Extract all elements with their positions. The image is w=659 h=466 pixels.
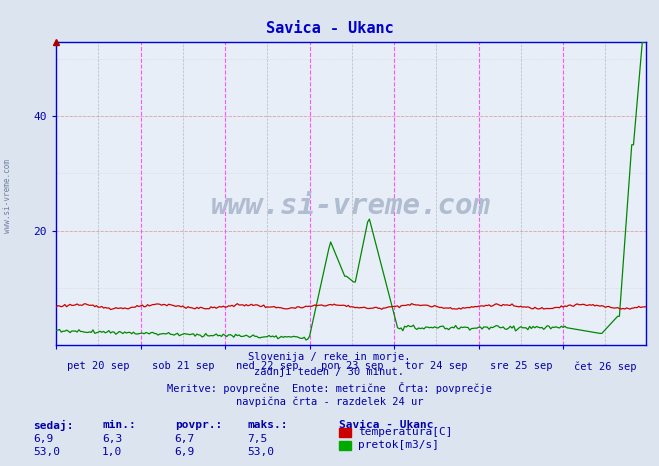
Text: maks.:: maks.:	[247, 420, 287, 430]
Text: sedaj:: sedaj:	[33, 420, 73, 432]
Text: 53,0: 53,0	[247, 447, 274, 457]
Text: 1,0: 1,0	[102, 447, 123, 457]
Text: 53,0: 53,0	[33, 447, 60, 457]
Text: navpična črta - razdelek 24 ur: navpična črta - razdelek 24 ur	[236, 397, 423, 407]
Text: min.:: min.:	[102, 420, 136, 430]
Text: www.si-vreme.com: www.si-vreme.com	[211, 192, 491, 219]
Text: sob 21 sep: sob 21 sep	[152, 362, 214, 371]
Text: čet 26 sep: čet 26 sep	[574, 362, 637, 372]
Text: 7,5: 7,5	[247, 434, 268, 444]
Text: 6,9: 6,9	[175, 447, 195, 457]
Text: 6,3: 6,3	[102, 434, 123, 444]
Text: povpr.:: povpr.:	[175, 420, 222, 430]
Text: pet 20 sep: pet 20 sep	[67, 362, 130, 371]
Text: Slovenija / reke in morje.: Slovenija / reke in morje.	[248, 352, 411, 362]
Text: tor 24 sep: tor 24 sep	[405, 362, 467, 371]
Text: www.si-vreme.com: www.si-vreme.com	[3, 159, 13, 233]
Text: zadnji teden / 30 minut.: zadnji teden / 30 minut.	[254, 367, 405, 377]
Text: 6,7: 6,7	[175, 434, 195, 444]
Text: Meritve: povprečne  Enote: metrične  Črta: povprečje: Meritve: povprečne Enote: metrične Črta:…	[167, 382, 492, 394]
Text: pon 23 sep: pon 23 sep	[320, 362, 383, 371]
Text: pretok[m3/s]: pretok[m3/s]	[358, 440, 439, 451]
Text: Savica - Ukanc: Savica - Ukanc	[266, 21, 393, 36]
Text: temperatura[C]: temperatura[C]	[358, 427, 452, 438]
Text: 6,9: 6,9	[33, 434, 53, 444]
Text: ned 22 sep: ned 22 sep	[236, 362, 299, 371]
Text: Savica - Ukanc: Savica - Ukanc	[339, 420, 434, 430]
Text: sre 25 sep: sre 25 sep	[490, 362, 552, 371]
